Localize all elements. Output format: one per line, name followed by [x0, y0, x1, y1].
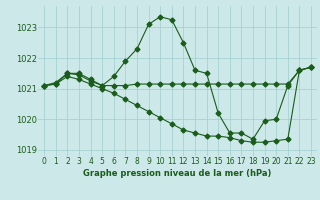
X-axis label: Graphe pression niveau de la mer (hPa): Graphe pression niveau de la mer (hPa) — [84, 169, 272, 178]
